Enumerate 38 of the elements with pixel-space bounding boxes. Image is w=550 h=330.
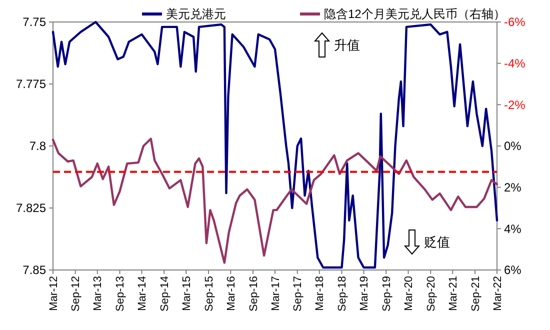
x-tick-label: Mar-18 [314,276,326,311]
x-tick-label: Sep-15 [203,276,216,312]
x-tick-label: Mar-13 [92,276,104,311]
x-tick-label: Sep-18 [336,276,349,312]
y-tick-label: 7.775 [16,77,46,92]
y2-tick-label: -2% [504,98,526,112]
x-tick-label: Mar-21 [447,276,460,311]
y-tick-label: 7.75 [22,15,46,30]
x-tick-label: Mar-22 [492,276,504,311]
x-tick-label: Sep-14 [158,276,171,312]
legend-label: 隐含12个月美元兑人民币（右轴） [324,7,506,22]
x-tick-label: Mar-15 [180,276,193,311]
y2-tick-label: 0% [504,139,522,154]
x-tick-label: Mar-12 [48,276,60,311]
y2-tick-label: 4% [504,222,522,236]
y2-tick-label: -4% [504,56,526,71]
x-tick-label: Mar-17 [270,276,282,311]
y2-tick-label: -6% [504,15,526,30]
x-tick-label: Sep-20 [425,276,438,312]
y-tick-label: 7.825 [16,201,46,216]
y-tick-label: 7.85 [22,263,46,278]
x-tick-label: Mar-20 [403,276,416,311]
x-tick-label: Sep-16 [248,276,260,312]
x-tick-label: Sep-21 [470,276,482,312]
x-tick-label: Mar-16 [225,276,238,311]
annotation: 贬值 [424,234,450,250]
line-series [52,138,498,264]
x-tick-label: Sep-17 [292,276,304,312]
x-tick-label: Sep-13 [114,276,127,312]
annotation: 升值 [334,38,360,53]
x-tick-label: Sep-19 [380,276,393,312]
legend-label: 美元兑港元 [166,7,226,22]
y-tick-label: 7.8 [29,139,46,154]
x-tick-label: Mar-19 [358,276,371,311]
y2-tick-label: 2% [504,180,522,195]
x-tick-label: Sep-12 [70,276,82,312]
x-tick-label: Mar-14 [136,276,149,311]
y2-tick-label: 6% [504,263,522,278]
